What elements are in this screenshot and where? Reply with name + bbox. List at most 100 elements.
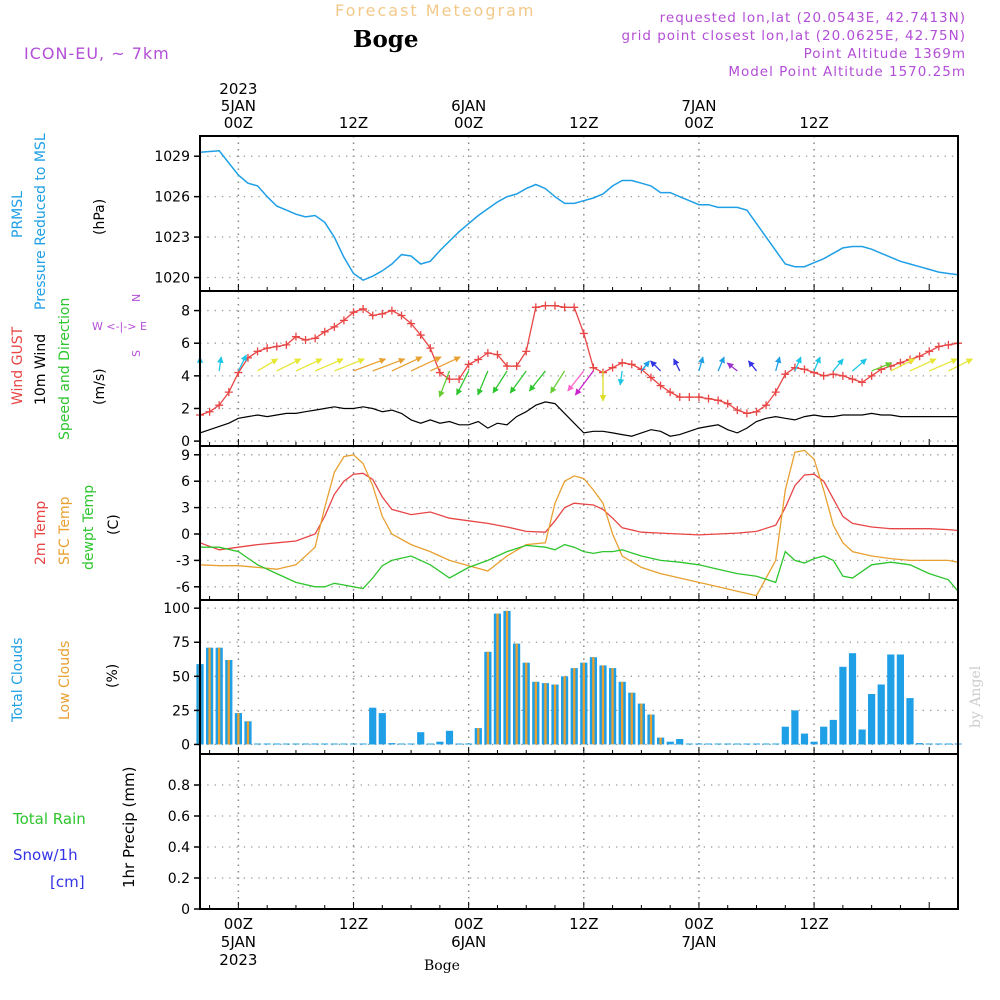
total-clouds-bar: [426, 743, 434, 745]
top-time-label: 12Z: [569, 114, 598, 132]
low-clouds-bar: [592, 657, 595, 745]
low-clouds-bar: [246, 721, 250, 745]
total-clouds-bar: [762, 743, 770, 745]
gust-marker: [666, 388, 675, 397]
gust-marker: [867, 371, 876, 380]
gust-marker: [858, 378, 867, 387]
wind-direction-arrow: [717, 356, 725, 372]
total-clouds-bar: [800, 733, 809, 745]
total-clouds-bar: [397, 743, 406, 745]
wind-direction-arrow: [726, 362, 738, 372]
pressure-label-prmsl: PRMSL: [10, 191, 26, 238]
wind-ytick-label: 2: [181, 401, 190, 417]
precip-legend-rain: Total Rain: [13, 810, 86, 828]
clouds-ytick-label: 0: [181, 737, 190, 753]
wind-direction-arrow: [314, 358, 344, 372]
low-clouds-bar: [534, 681, 537, 745]
total-clouds-bar: [714, 743, 722, 745]
bottom-time-label: 12Z: [799, 915, 828, 933]
gust-marker: [781, 370, 790, 379]
low-clouds-bar: [525, 662, 528, 745]
total-clouds-bar: [349, 743, 358, 745]
gust-marker: [551, 301, 560, 310]
top-time-label: 5JAN: [221, 97, 256, 115]
gust-marker: [579, 329, 588, 338]
wind-direction-arrow: [617, 370, 625, 386]
temp-ytick-label: 6: [181, 474, 190, 490]
model-point-altitude: Model Point Altitude 1570.25m: [728, 64, 966, 80]
total-clouds-bar: [321, 743, 329, 745]
precip-ytick-label: 0.4: [168, 840, 190, 856]
wind-ytick-label: 6: [181, 336, 190, 352]
wind-direction-arrow: [774, 356, 782, 372]
compass-north: N: [130, 293, 143, 302]
gust-marker: [800, 365, 809, 374]
top-time-label: 7JAN: [681, 97, 716, 115]
wind-speed-line: [199, 401, 958, 437]
wind-direction-arrow: [528, 370, 546, 392]
gust-marker: [531, 303, 540, 312]
low-clouds-bar: [640, 703, 643, 745]
total-clouds-bar: [359, 743, 367, 745]
top-time-label: 6JAN: [451, 97, 486, 115]
gust-marker: [915, 352, 924, 361]
wind-ytick-label: 8: [181, 304, 190, 320]
low-clouds-bar: [208, 647, 211, 745]
gust-marker: [733, 406, 742, 415]
total-clouds-bar: [282, 743, 290, 745]
temp-ytick-label: -6: [176, 580, 190, 596]
bottom-time-label: 00Z: [224, 915, 253, 933]
low-clouds-bar: [573, 668, 576, 745]
total-clouds-bar: [877, 684, 885, 745]
total-clouds-bar: [916, 743, 924, 745]
gust-marker: [330, 322, 339, 331]
footer-station-name: Boge: [424, 958, 460, 974]
gust-marker: [627, 360, 636, 369]
gust-marker: [618, 358, 627, 367]
wind-direction-arrow: [430, 356, 461, 372]
gust-marker: [656, 381, 665, 390]
clouds-ytick-label: 25: [172, 703, 190, 719]
wind-direction-arrow: [372, 357, 406, 372]
bottom-time-label: 5JAN: [221, 933, 256, 951]
total-clouds-bar: [781, 726, 789, 745]
wind-direction-arrow: [574, 370, 594, 396]
precip-ytick-label: 0.8: [168, 778, 190, 794]
clouds-unit: (%): [105, 663, 121, 688]
gust-marker: [368, 311, 377, 320]
clouds-label-low: Low Clouds: [57, 640, 73, 720]
gust-marker: [541, 301, 550, 310]
total-clouds-bar: [896, 654, 904, 745]
chart-title: Forecast Meteogram: [335, 1, 536, 20]
gust-marker: [704, 394, 713, 403]
total-clouds-bar: [388, 743, 396, 745]
wind-direction-arrow: [928, 358, 958, 372]
gust-marker: [723, 399, 732, 408]
wind-label-10m: 10m Wind: [33, 333, 49, 405]
total-clouds-bar: [465, 743, 473, 745]
total-clouds-bar: [791, 710, 799, 745]
gust-marker: [838, 371, 847, 380]
total-clouds-bar: [887, 654, 895, 745]
gust-marker: [407, 319, 416, 328]
wind-direction-arrow: [813, 356, 821, 372]
pressure-line: [199, 150, 959, 282]
gust-marker: [522, 347, 531, 356]
low-clouds-bar: [659, 737, 662, 745]
wind-direction-arrow: [217, 356, 224, 372]
compass-west-east: W <-|-> E: [92, 320, 147, 333]
bottom-time-label: 00Z: [454, 915, 483, 933]
wind-direction-arrow: [257, 358, 279, 372]
temp-label-2m: 2m Temp: [33, 500, 49, 565]
pressure-unit: (hPa): [92, 198, 108, 235]
wind-direction-arrow: [391, 356, 423, 372]
total-clouds-bar: [733, 743, 741, 745]
low-clouds-bar: [237, 713, 240, 745]
gust-marker: [752, 407, 761, 416]
bottom-time-label: 6JAN: [451, 933, 486, 951]
gust-marker: [762, 401, 771, 410]
wind-ytick-label: 0: [181, 434, 190, 450]
gust-marker: [934, 342, 943, 351]
wind-direction-arrow: [567, 370, 585, 392]
gust-marker: [397, 311, 406, 320]
